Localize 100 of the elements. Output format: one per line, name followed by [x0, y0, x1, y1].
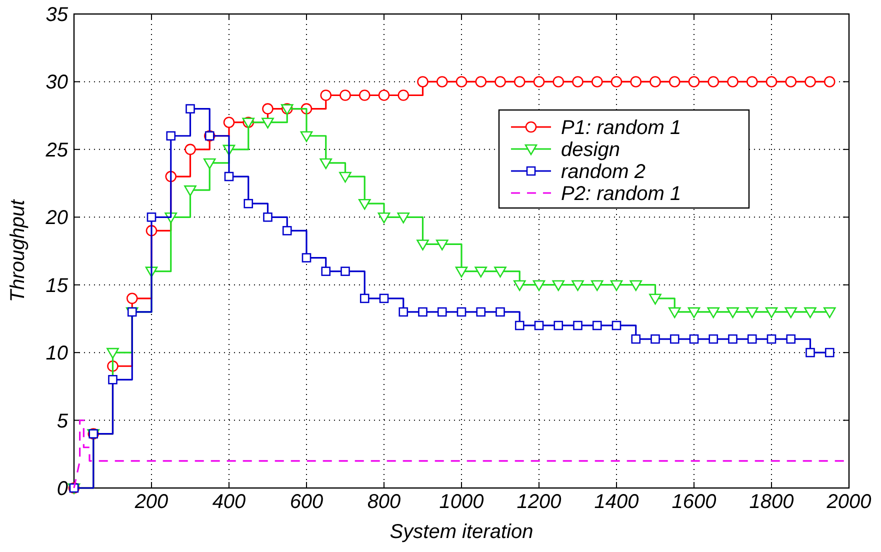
x-tick-label: 800 — [367, 491, 401, 513]
point — [610, 76, 622, 88]
point — [554, 320, 564, 330]
x-tick-label: 600 — [290, 491, 324, 513]
y-tick-label: 10 — [46, 342, 68, 365]
point — [108, 375, 118, 384]
point — [378, 212, 390, 224]
x-tick-label: 200 — [134, 491, 168, 513]
x-tick-label: 1600 — [672, 491, 716, 513]
point — [320, 90, 332, 101]
point — [534, 320, 544, 330]
point — [784, 307, 798, 318]
point — [263, 212, 272, 222]
point — [300, 131, 313, 142]
point — [126, 292, 138, 304]
point — [262, 103, 274, 114]
point — [728, 334, 738, 344]
point — [727, 76, 738, 88]
point — [785, 76, 797, 88]
point — [262, 118, 274, 128]
point — [203, 158, 216, 170]
point — [418, 307, 428, 317]
point — [573, 320, 582, 330]
legend-label: P2: random 1 — [561, 183, 682, 205]
point — [572, 76, 584, 88]
point — [650, 334, 660, 344]
x-axis-title: System iteration — [390, 521, 534, 543]
point — [610, 280, 623, 292]
point — [496, 307, 505, 317]
point — [513, 280, 526, 292]
point — [340, 90, 351, 101]
point — [688, 76, 700, 88]
point — [398, 90, 410, 101]
point — [358, 90, 370, 101]
point — [398, 307, 408, 317]
point — [708, 334, 718, 344]
point — [552, 280, 565, 292]
point — [321, 266, 331, 276]
point — [223, 116, 235, 128]
point — [747, 334, 757, 344]
point — [244, 198, 254, 208]
point — [806, 348, 815, 358]
point — [416, 240, 429, 250]
point — [786, 334, 796, 344]
point — [436, 240, 448, 250]
y-tick-label: 20 — [44, 207, 68, 230]
point — [437, 307, 447, 317]
point — [689, 334, 699, 344]
point — [379, 294, 389, 304]
point — [823, 307, 836, 318]
point — [668, 307, 681, 318]
point — [184, 185, 196, 196]
point — [591, 76, 603, 88]
point — [436, 76, 448, 88]
y-tick-label: 35 — [46, 4, 69, 26]
x-tick-label: 400 — [212, 491, 246, 513]
y-tick-label: 5 — [56, 410, 69, 432]
point — [494, 76, 506, 88]
point — [592, 320, 602, 330]
point — [804, 307, 816, 318]
point — [765, 307, 778, 318]
point — [302, 253, 312, 262]
point — [339, 172, 352, 183]
point — [106, 348, 119, 359]
point — [572, 280, 584, 292]
x-tick-label: 1200 — [516, 491, 562, 513]
point — [708, 76, 720, 88]
point — [766, 334, 776, 344]
point — [612, 320, 622, 330]
legend-label: random 2 — [561, 161, 646, 183]
point — [456, 307, 466, 317]
legend-label: P1: random 1 — [561, 117, 682, 139]
point — [186, 104, 195, 114]
y-tick-label: 0 — [56, 478, 68, 500]
x-tick-label: 1400 — [594, 491, 639, 513]
point — [670, 334, 680, 344]
point — [455, 266, 468, 278]
point — [532, 280, 546, 292]
point — [688, 307, 700, 318]
point — [552, 76, 564, 88]
point — [631, 334, 641, 344]
point — [630, 280, 642, 292]
point — [475, 76, 487, 88]
x-tick-label: 2000 — [826, 491, 872, 513]
point — [417, 76, 428, 88]
point — [282, 226, 292, 236]
point — [766, 76, 778, 88]
point — [824, 348, 834, 358]
point — [630, 76, 642, 88]
point — [166, 131, 176, 141]
point — [378, 90, 390, 101]
point — [650, 76, 661, 88]
point — [514, 320, 524, 330]
y-axis-title: Throughput — [7, 198, 29, 302]
point — [590, 280, 604, 292]
point — [476, 307, 486, 317]
point — [746, 307, 758, 318]
point — [320, 158, 332, 170]
point — [494, 266, 506, 278]
x-tick-label: 1000 — [439, 491, 484, 513]
